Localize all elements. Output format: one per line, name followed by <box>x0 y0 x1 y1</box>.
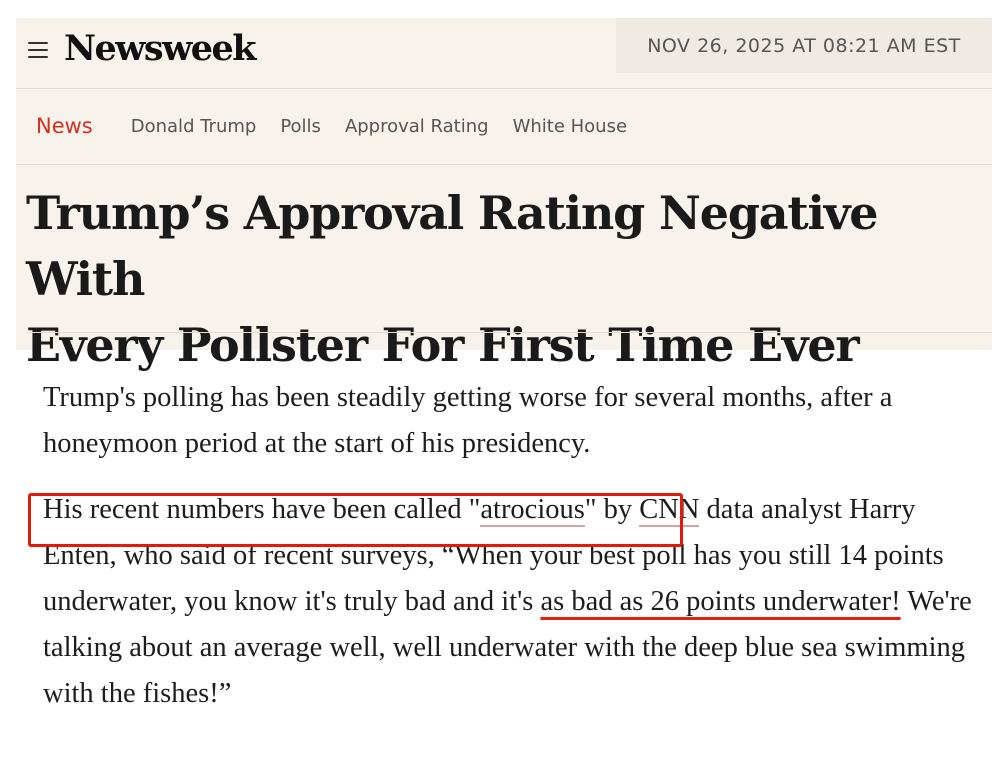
tag-donald-trump[interactable]: Donald Trump <box>130 115 257 137</box>
tag-polls[interactable]: Polls <box>280 115 321 137</box>
divider <box>26 332 992 333</box>
publish-timestamp: NOV 26, 2025 AT 08:21 AM EST <box>616 18 992 73</box>
tag-approval-rating[interactable]: Approval Rating <box>344 115 489 137</box>
article-body: Trump's polling has been steadily gettin… <box>43 375 983 737</box>
link-atrocious[interactable]: atrocious <box>480 494 585 527</box>
divider <box>16 164 992 165</box>
paragraph-2-text: " by <box>584 494 640 525</box>
hamburger-menu-icon[interactable] <box>28 42 48 58</box>
paragraph-2-text: We're talking about an average well, wel… <box>43 586 972 709</box>
tag-white-house[interactable]: White House <box>512 115 628 137</box>
headline-line-1: Trump’s Approval Rating Negative With <box>26 186 879 306</box>
topic-nav: News Donald Trump Polls Approval Rating … <box>36 110 651 142</box>
newsweek-logo[interactable]: Newsweek <box>64 28 257 69</box>
link-cnn[interactable]: CNN <box>639 494 700 527</box>
top-bar: Newsweek NOV 26, 2025 AT 08:21 AM EST <box>16 18 992 90</box>
section-link-news[interactable]: News <box>36 114 93 138</box>
headline-line-2: Every Pollster For First Time Ever <box>26 318 860 372</box>
article-header: Newsweek NOV 26, 2025 AT 08:21 AM EST Ne… <box>16 18 992 372</box>
paragraph-2-text: His recent numbers have been called " <box>43 494 481 525</box>
divider <box>16 88 992 89</box>
paragraph-2: His recent numbers have been called "atr… <box>43 487 983 717</box>
annotation-box <box>28 493 683 547</box>
headline: Trump’s Approval Rating Negative With Ev… <box>26 180 986 378</box>
paragraph-1: Trump's polling has been steadily gettin… <box>43 382 893 459</box>
annotated-underline: as bad as 26 points underwater! <box>540 586 901 617</box>
